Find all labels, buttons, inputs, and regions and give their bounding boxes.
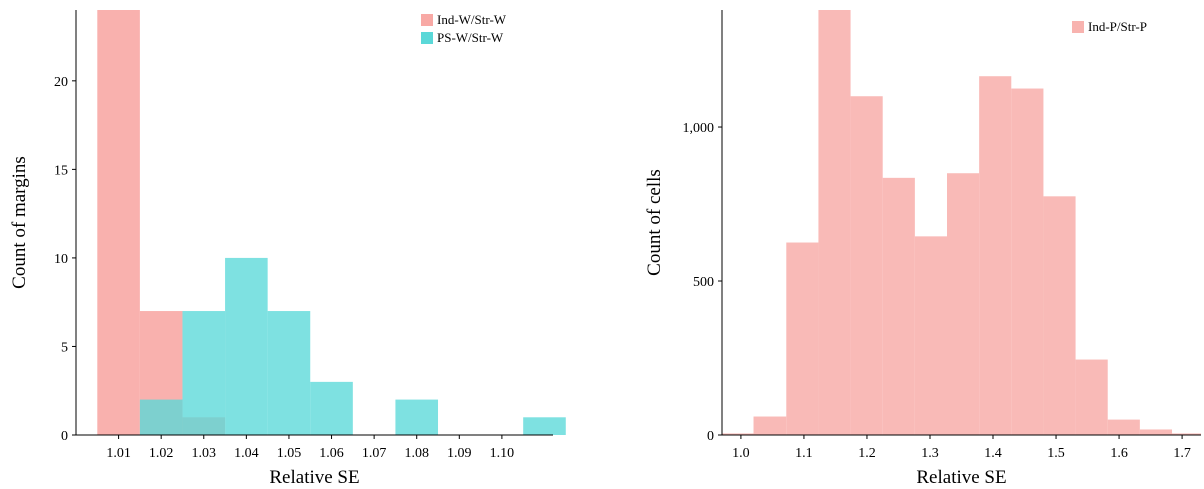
y-tick-label: 15	[54, 163, 68, 178]
x-tick-label: 1.05	[277, 446, 302, 461]
histogram-bar	[722, 433, 754, 435]
histogram-bar	[1075, 359, 1108, 435]
histogram-bar	[1011, 88, 1044, 436]
histogram-bar	[267, 311, 311, 435]
histogram-bar	[395, 399, 439, 435]
y-tick-label: 10	[54, 252, 68, 267]
x-tick-label: 1.06	[319, 446, 344, 461]
y-tick-label: 500	[693, 275, 714, 290]
legend-swatch	[1072, 21, 1084, 33]
legend-label: Ind-W/Str-W	[437, 12, 507, 27]
y-axis-title: Count of margins	[9, 156, 30, 289]
histogram-bar	[97, 10, 140, 435]
y-axis-title: Count of cells	[644, 169, 665, 276]
histogram-bar	[1139, 429, 1173, 435]
histogram-bar	[1043, 196, 1076, 435]
y-tick-label: 20	[54, 75, 68, 90]
x-tick-label: 1.02	[149, 446, 174, 461]
y-tick-label: 0	[61, 429, 68, 444]
histogram-bar	[310, 381, 353, 435]
x-tick-label: 1.0	[732, 446, 750, 461]
histogram-bar	[850, 96, 883, 436]
x-axis-title: Relative SE	[916, 467, 1006, 488]
histogram-bar	[818, 10, 851, 435]
y-tick-label: 5	[61, 340, 68, 355]
histogram-bar	[139, 399, 183, 435]
histogram-bar	[786, 242, 819, 435]
x-tick-label: 1.3	[921, 446, 939, 461]
legend-label: PS-W/Str-W	[437, 30, 504, 45]
x-axis-title: Relative SE	[269, 467, 359, 488]
histogram-bar	[523, 417, 566, 435]
histogram-bar	[914, 236, 948, 435]
histogram-bar	[1172, 433, 1201, 435]
y-tick-label: 1,000	[683, 121, 715, 136]
x-tick-label: 1.08	[404, 446, 429, 461]
x-tick-label: 1.03	[192, 446, 217, 461]
legend-swatch	[421, 14, 433, 26]
legend-label: Ind-P/Str-P	[1088, 19, 1147, 34]
x-tick-label: 1.2	[858, 446, 876, 461]
histogram-bar	[1107, 419, 1140, 435]
histogram-bar	[979, 76, 1012, 435]
x-tick-label: 1.6	[1110, 446, 1128, 461]
x-tick-label: 1.09	[447, 446, 472, 461]
x-tick-label: 1.10	[490, 446, 515, 461]
y-tick-label: 0	[707, 429, 714, 444]
histogram-bar	[947, 173, 980, 435]
histogram-bar	[225, 257, 268, 435]
x-tick-label: 1.1	[795, 446, 813, 461]
histogram-relative-se-margins: 1.01 1.02 1.03 1.04 1.05 1.06 1.07 1.08 1.09 1.10…	[9, 10, 566, 488]
histogram-relative-se-cells: 1.0 1.1 1.2 1.3 1.4 1.5 1.6 1.7 0 500 1,000 Relativ…	[644, 10, 1201, 488]
x-tick-label: 1.04	[234, 446, 259, 461]
x-tick-label: 1.01	[106, 446, 131, 461]
histogram-bar	[182, 311, 226, 435]
x-tick-label: 1.07	[362, 446, 387, 461]
histogram-bar	[882, 177, 915, 435]
x-tick-label: 1.7	[1173, 446, 1191, 461]
histogram-bar	[753, 416, 787, 435]
x-tick-label: 1.4	[984, 446, 1002, 461]
legend-swatch	[421, 32, 433, 44]
x-tick-label: 1.5	[1047, 446, 1065, 461]
